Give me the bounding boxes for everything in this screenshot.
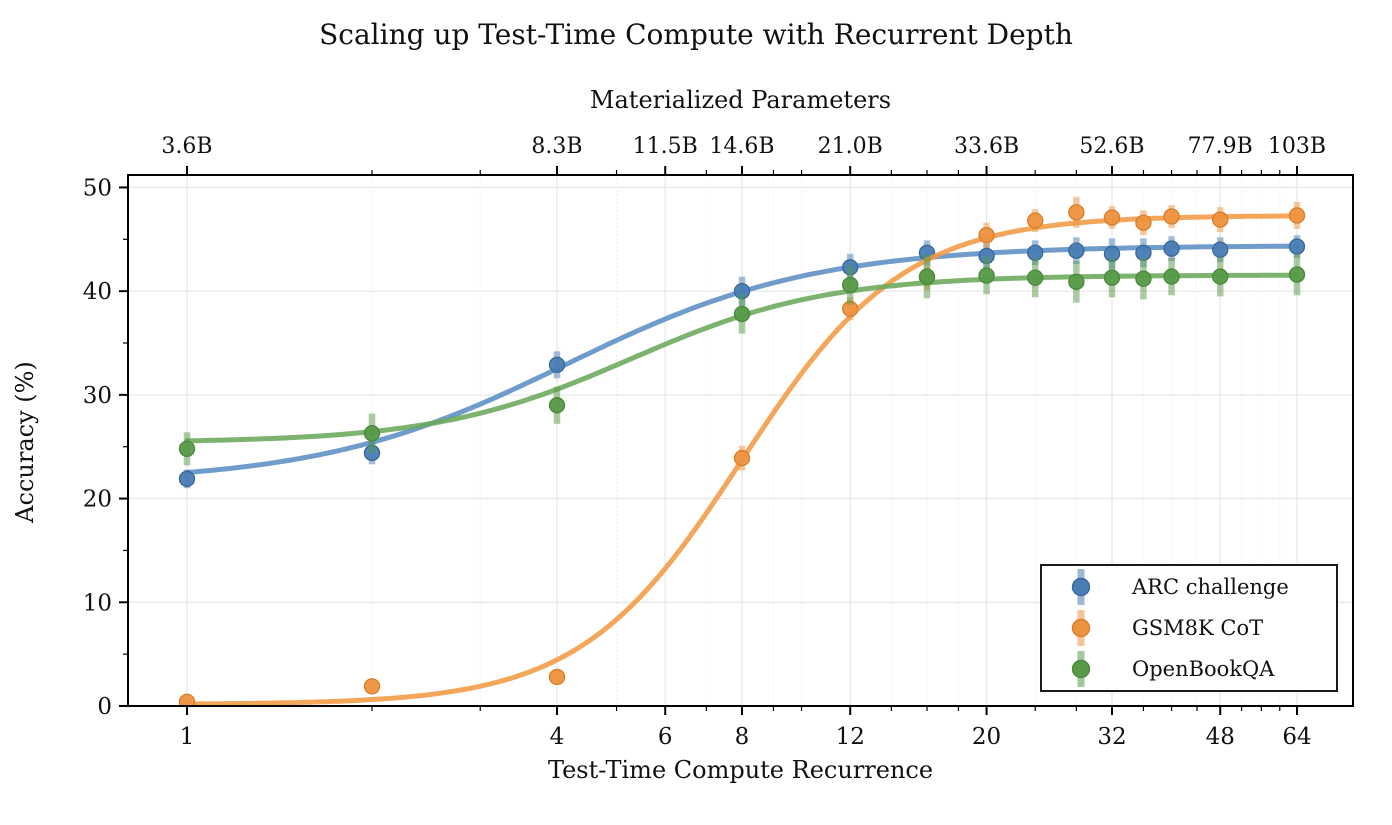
legend-marker-icon bbox=[1071, 568, 1091, 605]
top-tick-label: 52.6B bbox=[1079, 134, 1144, 159]
legend-item-label: OpenBookQA bbox=[1132, 657, 1275, 682]
top-tick-label: 21.0B bbox=[818, 134, 883, 159]
chart-title: Scaling up Test-Time Compute with Recurr… bbox=[319, 18, 1073, 51]
data-point bbox=[1163, 268, 1180, 285]
data-point bbox=[1068, 204, 1085, 221]
y-tick-label: 40 bbox=[83, 279, 112, 305]
data-point bbox=[1027, 212, 1044, 229]
data-point bbox=[1212, 211, 1229, 228]
data-point bbox=[1135, 270, 1152, 287]
x-tick-label: 6 bbox=[658, 724, 673, 750]
top-axis-label: Materialized Parameters bbox=[589, 86, 892, 114]
data-point bbox=[842, 276, 859, 294]
data-point bbox=[978, 226, 995, 244]
data-point bbox=[978, 267, 995, 284]
legend-item-label: ARC challenge bbox=[1132, 574, 1289, 599]
legend-item-arc-challenge: ARC challenge bbox=[1042, 566, 1336, 607]
data-point bbox=[178, 693, 196, 706]
series-gsm8k-cot bbox=[178, 196, 1306, 706]
x-axis-label: Test-Time Compute Recurrence bbox=[547, 756, 934, 784]
legend-marker-icon bbox=[1071, 609, 1091, 646]
data-point bbox=[178, 440, 196, 457]
x-tick-label: 8 bbox=[735, 724, 750, 750]
legend: ARC challenge GSM8K CoT OpenBookQA bbox=[1040, 564, 1338, 692]
data-point bbox=[1288, 266, 1306, 283]
x-tick-label: 64 bbox=[1282, 724, 1311, 750]
data-point bbox=[1288, 238, 1306, 255]
data-point bbox=[1103, 269, 1121, 286]
data-point bbox=[733, 449, 751, 467]
x-tick-label: 20 bbox=[972, 724, 1001, 750]
x-tick-label: 4 bbox=[550, 724, 565, 750]
top-tick-label: 3.6B bbox=[161, 134, 212, 159]
top-tick-label: 11.5B bbox=[633, 134, 698, 159]
axes: 1 4 6 8 12 20 32 48 64 3.6B 8.3B 11.5B 14.6B 21.0B 33.… bbox=[83, 134, 1354, 750]
data-point bbox=[548, 356, 566, 373]
top-tick-label: 77.9B bbox=[1188, 134, 1253, 159]
data-point bbox=[1212, 268, 1229, 285]
data-point bbox=[1135, 214, 1152, 231]
y-tick-label: 30 bbox=[83, 383, 112, 409]
y-tick-label: 50 bbox=[83, 175, 112, 201]
legend-item-gsm8k-cot: GSM8K CoT bbox=[1042, 607, 1336, 648]
top-tick-label: 33.6B bbox=[954, 134, 1019, 159]
data-point bbox=[733, 305, 751, 323]
data-point bbox=[918, 268, 936, 285]
data-point bbox=[178, 470, 196, 488]
data-point bbox=[1163, 240, 1180, 257]
top-tick-label: 8.3B bbox=[531, 134, 582, 159]
data-point bbox=[1163, 208, 1180, 225]
y-tick-label: 10 bbox=[83, 590, 112, 616]
x-tick-label: 48 bbox=[1206, 724, 1235, 750]
x-tick-label: 12 bbox=[836, 724, 865, 750]
data-point bbox=[1103, 209, 1121, 226]
y-tick-label: 0 bbox=[97, 694, 112, 720]
data-point bbox=[1212, 241, 1229, 258]
x-tick-label: 32 bbox=[1097, 724, 1126, 750]
data-point bbox=[1288, 207, 1306, 224]
top-tick-label: 103B bbox=[1268, 134, 1326, 159]
x-tick-label: 1 bbox=[180, 724, 195, 750]
data-point bbox=[1027, 269, 1044, 286]
data-point bbox=[548, 397, 566, 414]
data-point bbox=[363, 425, 381, 442]
legend-marker-icon bbox=[1071, 651, 1091, 688]
data-point bbox=[363, 678, 381, 695]
y-tick-label: 20 bbox=[83, 487, 112, 513]
series-openbookqa bbox=[178, 253, 1306, 466]
legend-item-label: GSM8K CoT bbox=[1132, 615, 1264, 640]
data-point bbox=[548, 668, 566, 686]
series-group bbox=[178, 196, 1306, 706]
legend-item-openbookqa: OpenBookQA bbox=[1042, 649, 1336, 690]
top-tick-label: 14.6B bbox=[709, 134, 774, 159]
data-point bbox=[1068, 273, 1085, 291]
data-point bbox=[1068, 242, 1085, 259]
